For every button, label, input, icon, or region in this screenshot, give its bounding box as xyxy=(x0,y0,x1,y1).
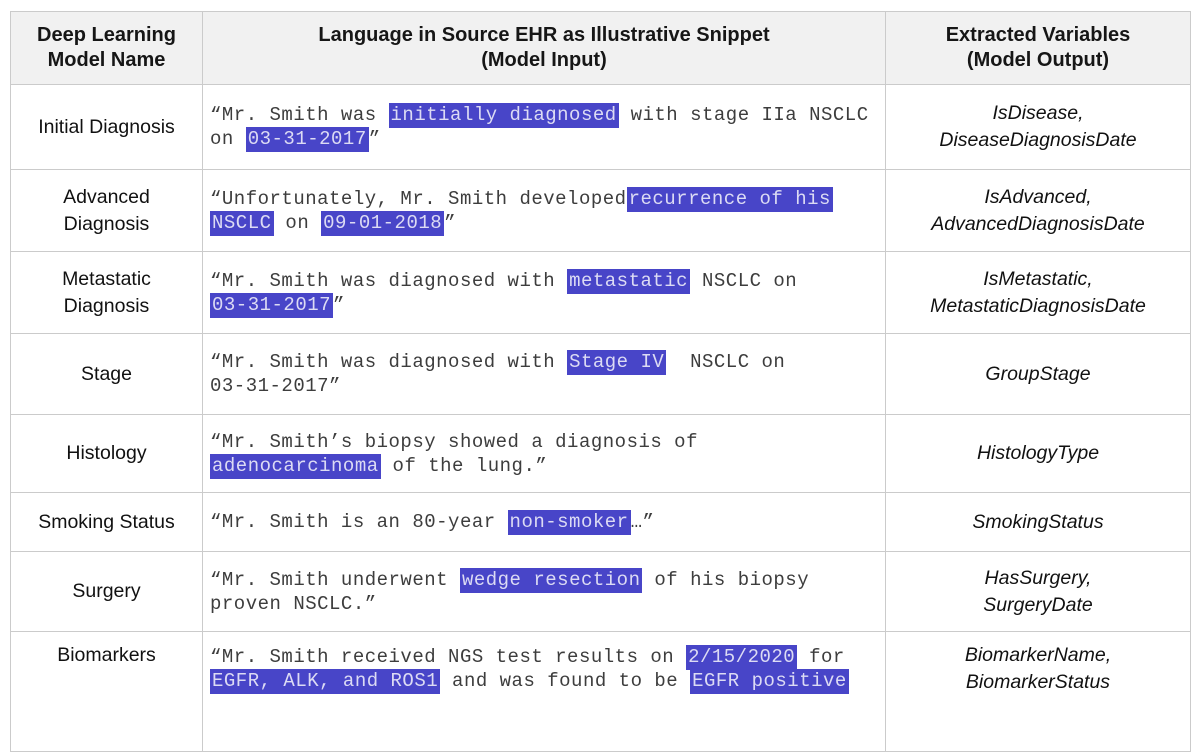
snippet-text-span: …” xyxy=(630,511,655,533)
extracted-variables-cell: IsMetastatic, MetastaticDiagnosisDate xyxy=(885,251,1191,334)
table-body: Initial Diagnosis “Mr. Smith was initiall… xyxy=(10,84,1191,752)
snippet-text-span: of the lung.” xyxy=(380,454,548,477)
snippet-cell: “Mr. Smith was diagnosed with Stage IV N… xyxy=(202,333,886,415)
snippet-text-span: and was found to be xyxy=(440,670,691,692)
snippet-text-span: “Mr. Smith’s biopsy showed a diagnosis o… xyxy=(210,430,698,453)
header-row: Deep Learning Model Name Language in Sou… xyxy=(10,11,1191,85)
model-name-cell: Surgery xyxy=(10,551,203,632)
table-row: Advanced Diagnosis “Unfortunately, Mr. Sm… xyxy=(10,169,1191,252)
highlighted-entity-span: recurrence of his xyxy=(626,186,833,212)
snippet-line: “Mr. Smith’s biopsy showed a diagnosis o… xyxy=(210,430,879,454)
snippet-cell: “Mr. Smith received NGS test results on … xyxy=(202,631,886,752)
snippet-text-span: “Mr. Smith is an 80-year xyxy=(210,511,508,533)
snippet-line: “Mr. Smith is an 80-year non-smoker…” xyxy=(210,510,879,535)
extracted-variables-cell: GroupStage xyxy=(885,333,1191,415)
highlighted-entity-span: metastatic xyxy=(567,268,691,294)
snippet-text-span: NSCLC on xyxy=(690,269,798,292)
snippet-text-span: “Mr. Smith underwent xyxy=(210,568,460,591)
extracted-variables-cell: IsDisease, DiseaseDiagnosisDate xyxy=(885,84,1191,170)
snippet-text-span: “Mr. Smith was diagnosed with xyxy=(210,269,568,292)
table-row: Initial Diagnosis “Mr. Smith was initiall… xyxy=(10,84,1191,170)
table-row: Metastatic Diagnosis “Mr. Smith was diagn… xyxy=(10,251,1191,334)
snippet-text-span: for xyxy=(797,646,845,668)
snippet-cell: “Mr. Smith is an 80-year non-smoker…” xyxy=(202,492,886,552)
table-row: Smoking Status “Mr. Smith is an 80-year n… xyxy=(10,492,1191,552)
snippet-text-span: ” xyxy=(333,293,345,316)
highlighted-entity-span: Stage IV xyxy=(567,350,667,375)
snippet-line: “Mr. Smith underwent wedge resection of … xyxy=(210,567,879,593)
model-name-cell: Biomarkers xyxy=(10,631,203,752)
highlighted-entity-span: EGFR positive xyxy=(690,669,849,694)
snippet-text-span: on xyxy=(273,211,322,234)
snippet-text-span: “Unfortunately, Mr. Smith developed xyxy=(210,187,627,210)
highlighted-entity-span: 03-31-2017 xyxy=(245,127,369,152)
snippet-text-span: ” xyxy=(444,211,457,234)
highlighted-entity-span: adenocarcinoma xyxy=(210,453,381,479)
snippet-cell: “Unfortunately, Mr. Smith developed recur… xyxy=(202,169,886,252)
column-header-model-name: Deep Learning Model Name xyxy=(10,11,203,85)
snippet-line: “Mr. Smith was diagnosed with Stage IV N… xyxy=(210,350,879,375)
snippet-text-span: of his biopsy xyxy=(642,568,810,591)
model-name-cell: Stage xyxy=(10,333,203,415)
highlighted-entity-span: 03-31-2017 xyxy=(210,292,334,318)
snippet-line: “Mr. Smith received NGS test results on … xyxy=(210,645,879,670)
table-row: Stage “Mr. Smith was diagnosed with Stage… xyxy=(10,333,1191,415)
snippet-line: adenocarcinoma of the lung.” xyxy=(210,453,879,479)
highlighted-entity-span: NSCLC xyxy=(210,210,274,236)
table-row: Biomarkers “Mr. Smith received NGS test r… xyxy=(10,631,1191,752)
extracted-variables-cell: BiomarkerName, BiomarkerStatus xyxy=(885,631,1191,752)
highlighted-entity-span: wedge resection xyxy=(459,567,643,593)
extracted-variables-cell: HasSurgery, SurgeryDate xyxy=(885,551,1191,632)
extracted-variables-cell: IsAdvanced, AdvancedDiagnosisDate xyxy=(885,169,1191,252)
snippet-line: proven NSCLC.” xyxy=(210,592,879,616)
snippet-line: EGFR, ALK, and ROS1 and was found to be … xyxy=(210,669,879,694)
snippet-cell: “Mr. Smith was diagnosed with metastatic… xyxy=(202,251,886,334)
snippet-text-span: “Mr. Smith received NGS test results on xyxy=(210,646,687,668)
column-header-extracted-variables: Extracted Variables (Model Output) xyxy=(885,11,1191,85)
snippet-cell: “Mr. Smith was initially diagnosed with … xyxy=(202,84,886,170)
ehr-extraction-table: Deep Learning Model Name Language in Sou… xyxy=(10,11,1191,752)
snippet-line: 03-31-2017” xyxy=(210,374,879,398)
snippet-text-span: proven NSCLC.” xyxy=(210,592,377,615)
snippet-cell: “Mr. Smith underwent wedge resection of … xyxy=(202,551,886,632)
snippet-line: on 03-31-2017” xyxy=(210,127,879,152)
snippet-text-span: “Mr. Smith was xyxy=(210,104,389,126)
snippet-cell: “Mr. Smith’s biopsy showed a diagnosis o… xyxy=(202,414,886,493)
extracted-variables-cell: SmokingStatus xyxy=(885,492,1191,552)
snippet-line: “Unfortunately, Mr. Smith developed recur… xyxy=(210,186,879,212)
model-name-cell: Advanced Diagnosis xyxy=(10,169,203,252)
snippet-line: “Mr. Smith was initially diagnosed with … xyxy=(210,103,879,128)
snippet-line: NSCLC on 09-01-2018” xyxy=(210,210,879,236)
snippet-line: 03-31-2017” xyxy=(210,292,879,318)
snippet-text-span: on xyxy=(210,128,246,150)
highlighted-entity-span: non-smoker xyxy=(507,510,631,535)
snippet-text-span: NSCLC on xyxy=(666,351,786,373)
highlighted-entity-span: EGFR, ALK, and ROS1 xyxy=(210,669,441,694)
snippet-line: “Mr. Smith was diagnosed with metastatic… xyxy=(210,268,879,294)
snippet-text-span: 03-31-2017” xyxy=(210,375,341,397)
model-name-cell: Smoking Status xyxy=(10,492,203,552)
table-row: Surgery “Mr. Smith underwent wedge resect… xyxy=(10,551,1191,632)
snippet-text-span: with stage IIa NSCLC xyxy=(618,104,869,126)
model-name-cell: Metastatic Diagnosis xyxy=(10,251,203,334)
column-header-source-language: Language in Source EHR as Illustrative S… xyxy=(202,11,886,85)
table-row: Histology “Mr. Smith’s biopsy showed a di… xyxy=(10,414,1191,493)
model-name-cell: Initial Diagnosis xyxy=(10,84,203,170)
highlighted-entity-span: initially diagnosed xyxy=(388,103,619,128)
snippet-text-span: “Mr. Smith was diagnosed with xyxy=(210,351,568,373)
extracted-variables-cell: HistologyType xyxy=(885,414,1191,493)
model-name-cell: Histology xyxy=(10,414,203,493)
highlighted-entity-span: 2/15/2020 xyxy=(686,645,798,670)
highlighted-entity-span: 09-01-2018 xyxy=(321,210,445,236)
snippet-text-span: ” xyxy=(368,128,381,150)
